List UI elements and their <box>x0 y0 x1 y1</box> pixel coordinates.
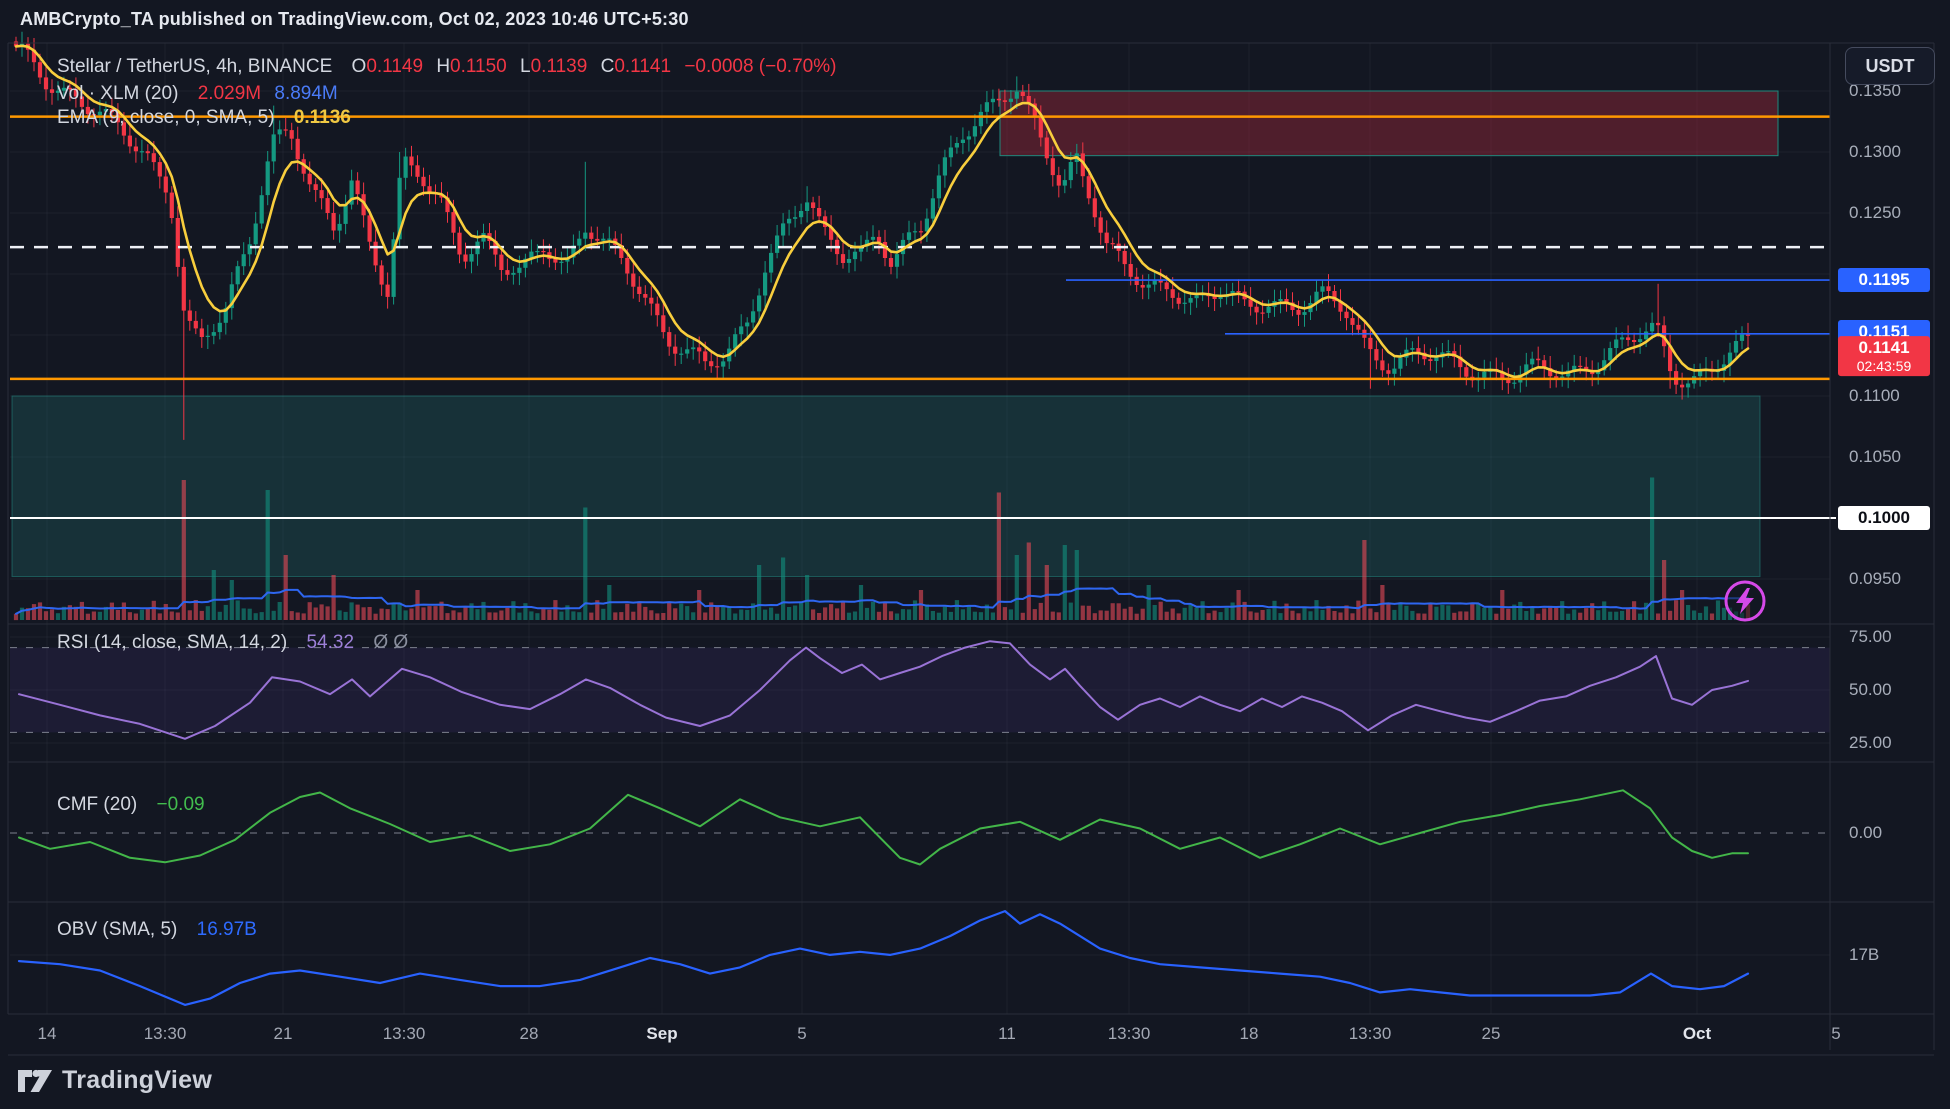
time-axis-label: 21 <box>273 1024 293 1043</box>
rsi-axis-label: 50.00 <box>1849 680 1892 699</box>
rsi-legend-row[interactable]: RSI (14, close, SMA, 14, 2) 54.32 Ø Ø <box>57 632 408 654</box>
currency-toggle-button[interactable]: USDT <box>1845 47 1935 85</box>
time-axis-label: 13:30 <box>382 1024 426 1043</box>
ohlc-low-value: 0.1139 <box>530 56 588 77</box>
publish-header: AMBCrypto_TA published on TradingView.co… <box>20 9 689 29</box>
obv-axis-label: 17B <box>1849 945 1880 964</box>
ema-value: 0.1136 <box>293 107 351 128</box>
time-axis-label: 5 <box>797 1024 807 1043</box>
time-axis-label: 18 <box>1239 1024 1259 1043</box>
ohlc-open-value: 0.1149 <box>366 56 424 77</box>
change-value: −0.0008 (−0.70%) <box>684 56 837 77</box>
volume-value: 2.029M <box>197 83 262 104</box>
price-badge: 0.1195 <box>1838 268 1930 292</box>
price-axis-label: 0.1250 <box>1849 203 1901 222</box>
obv-legend-row[interactable]: OBV (SMA, 5) 16.97B <box>57 919 257 941</box>
time-axis-label: 11 <box>998 1024 1016 1043</box>
ema-label: EMA (9, close, 0, SMA, 5) <box>57 107 275 128</box>
volume-label: Vol · XLM (20) <box>57 83 179 104</box>
lightning-button[interactable] <box>1722 578 1768 624</box>
time-axis-label: 13:30 <box>143 1024 187 1043</box>
rsi-axis-label: 75.00 <box>1849 627 1892 646</box>
volume-ma-value: 8.894M <box>274 83 338 104</box>
price-axis-label: 0.0950 <box>1849 569 1901 588</box>
time-axis-label: 13:30 <box>1107 1024 1151 1043</box>
symbol-title: Stellar / TetherUS, 4h, BINANCE <box>57 56 333 77</box>
ohlc-high-label: H <box>436 56 451 77</box>
obv-value: 16.97B <box>196 919 257 940</box>
symbol-legend-row[interactable]: Stellar / TetherUS, 4h, BINANCE O0.1149 … <box>57 56 836 78</box>
lightning-icon <box>1724 580 1766 622</box>
tradingview-mark-icon <box>18 1069 52 1092</box>
rsi-zero-symbols: Ø Ø <box>373 632 409 653</box>
time-axis-label: Oct <box>1682 1024 1712 1043</box>
volume-legend-row[interactable]: Vol · XLM (20) 2.029M 8.894M <box>57 83 338 105</box>
tradingview-footer-logo[interactable]: TradingView <box>18 1066 212 1095</box>
cmf-axis-label: 0.00 <box>1849 823 1883 842</box>
price-axis-label: 0.1300 <box>1849 142 1901 161</box>
time-axis-label: 13:30 <box>1348 1024 1392 1043</box>
ohlc-high-value: 0.1150 <box>450 56 507 77</box>
price-axis-label: 0.1350 <box>1849 81 1901 100</box>
cmf-value: −0.09 <box>156 794 205 815</box>
time-axis-label: 28 <box>519 1024 539 1043</box>
price-axis-label: 0.1050 <box>1849 447 1901 466</box>
time-axis-label: 25 <box>1481 1024 1501 1043</box>
ohlc-open-label: O <box>351 56 367 77</box>
ohlc-low-label: L <box>520 56 531 77</box>
cmf-legend-row[interactable]: CMF (20) −0.09 <box>57 794 205 816</box>
time-axis-label: Sep <box>646 1024 678 1043</box>
cmf-label: CMF (20) <box>57 794 138 815</box>
ohlc-close-value: 0.1141 <box>614 56 672 77</box>
rsi-value: 54.32 <box>306 632 355 653</box>
tradingview-wordmark: TradingView <box>62 1066 213 1094</box>
time-axis-label: 14 <box>37 1024 57 1043</box>
rsi-axis-label: 25.00 <box>1849 733 1892 752</box>
rsi-label: RSI (14, close, SMA, 14, 2) <box>57 632 288 653</box>
time-axis-label: 5 <box>1831 1024 1841 1043</box>
price-axis-label: 0.1100 <box>1849 386 1900 405</box>
price-badge: 0.1000 <box>1838 506 1930 530</box>
obv-label: OBV (SMA, 5) <box>57 919 178 940</box>
ohlc-close-label: C <box>600 56 615 77</box>
ema-legend-row[interactable]: EMA (9, close, 0, SMA, 5) 0.1136 <box>57 107 351 129</box>
price-badge: 0.1141 02:43:59 <box>1838 336 1930 376</box>
